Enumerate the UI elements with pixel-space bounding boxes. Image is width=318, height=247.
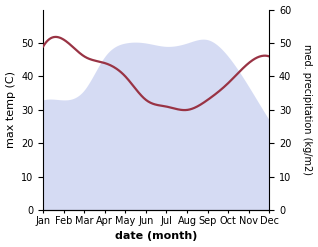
X-axis label: date (month): date (month) [115,231,197,242]
Y-axis label: med. precipitation (kg/m2): med. precipitation (kg/m2) [302,44,313,175]
Y-axis label: max temp (C): max temp (C) [5,71,16,148]
